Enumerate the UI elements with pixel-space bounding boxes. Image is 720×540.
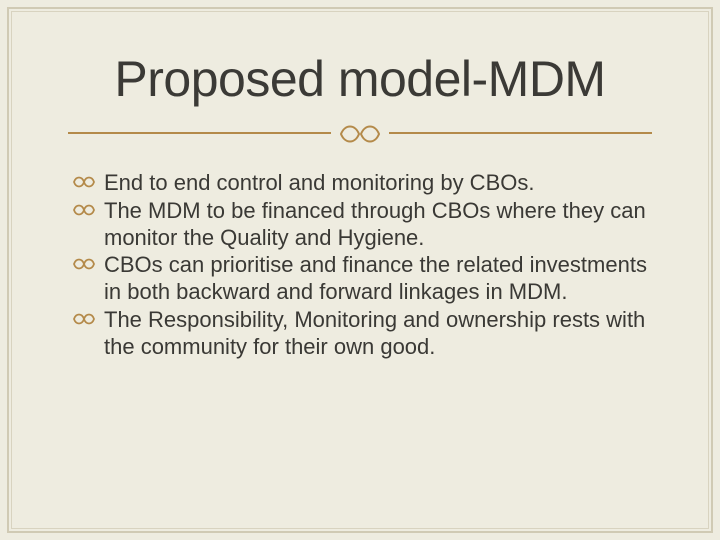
bullet-text: The Responsibility, Monitoring and owner… [104,307,645,359]
bullet-text: CBOs can prioritise and finance the rela… [104,252,647,304]
flourish-bullet-icon [72,173,96,191]
flourish-bullet-icon [72,255,96,273]
list-item: End to end control and monitoring by CBO… [72,170,652,197]
list-item: CBOs can prioritise and finance the rela… [72,252,652,306]
divider-line-right [389,132,652,134]
list-item: The Responsibility, Monitoring and owner… [72,307,652,361]
divider-line-left [68,132,331,134]
flourish-icon [337,118,383,148]
flourish-bullet-icon [72,310,96,328]
slide-title: Proposed model-MDM [68,50,652,108]
bullet-list: End to end control and monitoring by CBO… [68,170,652,361]
flourish-bullet-icon [72,201,96,219]
bullet-text: End to end control and monitoring by CBO… [104,170,534,195]
list-item: The MDM to be financed through CBOs wher… [72,198,652,252]
bullet-text: The MDM to be financed through CBOs wher… [104,198,646,250]
title-divider [68,118,652,148]
slide-content: Proposed model-MDM End to end control an… [20,20,700,520]
